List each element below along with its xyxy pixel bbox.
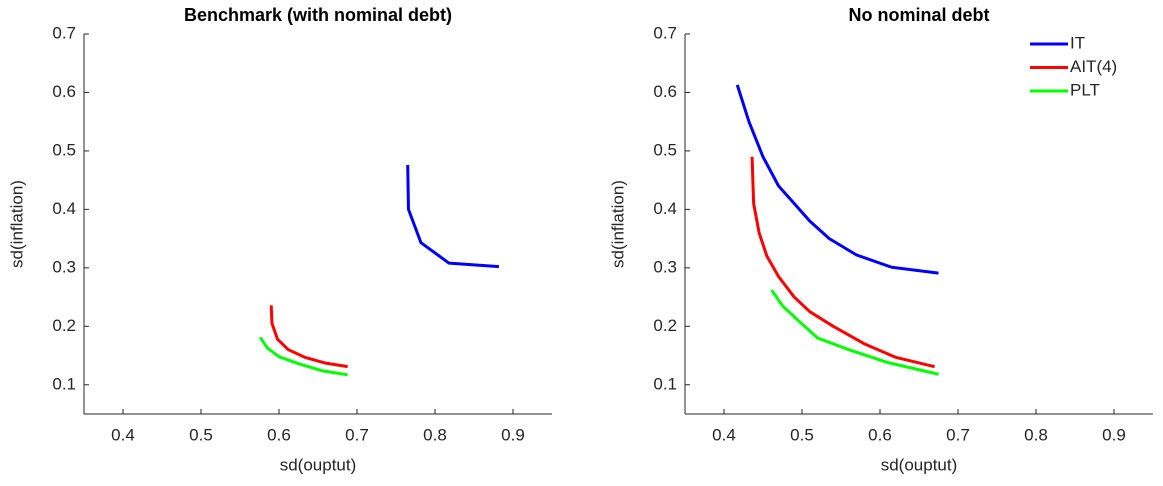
y-tick-label: 0.5 xyxy=(52,140,76,159)
x-tick-label: 0.9 xyxy=(1102,425,1126,444)
series-line xyxy=(770,289,939,376)
x-tick-label: 0.6 xyxy=(267,425,291,444)
y-tick-label: 0.6 xyxy=(653,82,677,101)
x-tick-label: 0.8 xyxy=(1024,425,1048,444)
x-tick-label: 0.4 xyxy=(111,425,135,444)
x-tick-label: 0.4 xyxy=(712,425,736,444)
y-tick-label: 0.4 xyxy=(52,199,76,218)
y-tick-label: 0.3 xyxy=(653,257,677,276)
x-tick-label: 0.7 xyxy=(345,425,369,444)
x-tick-label: 0.5 xyxy=(790,425,814,444)
x-tick-label: 0.5 xyxy=(189,425,213,444)
series-line xyxy=(406,164,500,269)
legend-label: AIT(4) xyxy=(1070,57,1117,76)
chart-title: Benchmark (with nominal debt) xyxy=(184,5,452,25)
x-tick-label: 0.9 xyxy=(501,425,525,444)
x-tick-label: 0.6 xyxy=(868,425,892,444)
y-tick-label: 0.4 xyxy=(653,199,677,218)
series-line xyxy=(269,305,348,369)
x-axis-label: sd(ouptut) xyxy=(881,455,958,474)
series-line xyxy=(259,336,348,377)
y-tick-label: 0.5 xyxy=(653,140,677,159)
y-axis-label: sd(inflation) xyxy=(608,180,627,268)
x-axis-label: sd(ouptut) xyxy=(280,455,357,474)
series-line xyxy=(750,156,935,369)
y-tick-label: 0.2 xyxy=(653,316,677,335)
y-tick-label: 0.2 xyxy=(52,316,76,335)
legend-label: IT xyxy=(1070,33,1085,52)
y-axis-label: sd(inflation) xyxy=(7,180,26,268)
series-line xyxy=(735,84,939,275)
x-tick-label: 0.7 xyxy=(946,425,970,444)
y-tick-label: 0.1 xyxy=(52,374,76,393)
y-tick-label: 0.6 xyxy=(52,82,76,101)
y-tick-label: 0.7 xyxy=(653,23,677,42)
legend-label: PLT xyxy=(1070,80,1100,99)
x-tick-label: 0.8 xyxy=(423,425,447,444)
y-tick-label: 0.7 xyxy=(52,23,76,42)
chart-title: No nominal debt xyxy=(849,5,990,25)
y-tick-label: 0.3 xyxy=(52,257,76,276)
y-tick-label: 0.1 xyxy=(653,374,677,393)
